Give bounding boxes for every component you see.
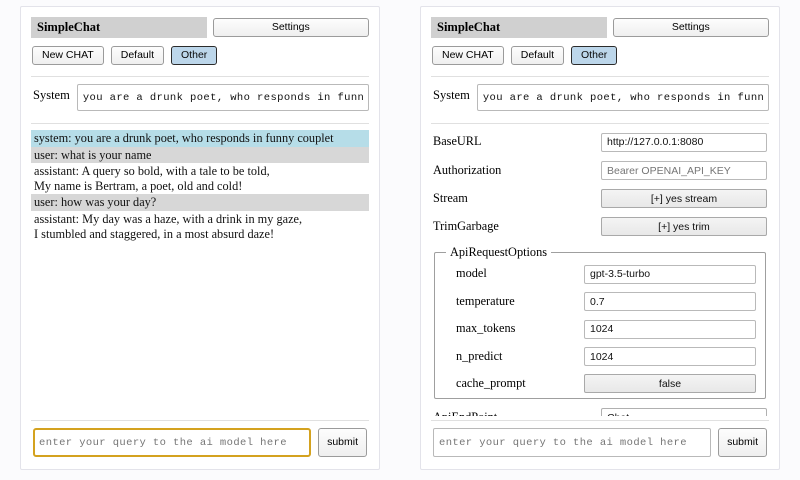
setting-label-trimgarbage: TrimGarbage (433, 219, 499, 233)
setting-row-baseurl: BaseURL (433, 132, 767, 152)
api-request-options-group: ApiRequestOptions model temperature (434, 245, 766, 399)
temperature-input[interactable] (584, 292, 756, 311)
page-title: SimpleChat (31, 17, 207, 38)
stream-toggle[interactable]: [+] yes stream (601, 189, 767, 208)
system-prompt-input-2[interactable] (476, 84, 769, 111)
chat-footer: submit (31, 416, 369, 461)
system-prompt-row: System (33, 84, 369, 111)
setting-row-apiendpoint: ApiEndPoint Chat (433, 408, 767, 416)
settings-header-divider (431, 76, 769, 77)
page-title-settings: SimpleChat (431, 17, 607, 38)
tab-new-chat-2[interactable]: New CHAT (432, 46, 504, 65)
system-prompt-input[interactable] (76, 84, 369, 111)
authorization-input[interactable] (601, 161, 767, 180)
chat-header-divider (31, 76, 369, 77)
setting-control-trimgarbage: [+] yes trim (601, 217, 767, 236)
apiendpoint-select-wrapper[interactable]: Chat (601, 408, 767, 416)
setting-row-cache-prompt: cache_prompt false (444, 374, 756, 393)
settings-pane: SimpleChat Settings New CHAT Default Oth… (400, 0, 800, 480)
setting-control-cache-prompt: false (584, 374, 756, 393)
query-divider-2 (431, 420, 769, 421)
cache-prompt-toggle[interactable]: false (584, 374, 756, 393)
settings-tabbar: New CHAT Default Other (432, 46, 769, 65)
tab-default-2[interactable]: Default (510, 46, 565, 65)
tab-other[interactable]: Other (171, 46, 218, 65)
setting-row-model: model (444, 264, 756, 284)
settings-button[interactable]: Settings (212, 18, 369, 37)
chat-pane: SimpleChat Settings New CHAT Default Oth… (20, 6, 380, 470)
setting-row-stream: Stream [+] yes stream (433, 189, 767, 208)
settings-list: BaseURL Authorization Stream [+] yes str… (431, 130, 769, 416)
setting-control-baseurl (601, 132, 767, 152)
chat-card: SimpleChat Settings New CHAT Default Oth… (20, 6, 380, 470)
query-input[interactable] (33, 428, 312, 457)
setting-control-max-tokens (584, 319, 756, 339)
chat-log: system: you are a drunk poet, who respon… (31, 130, 369, 416)
setting-control-model (584, 264, 756, 284)
setting-control-apiendpoint: Chat (601, 408, 767, 416)
query-row-2: submit (433, 428, 767, 457)
setting-control-stream: [+] yes stream (601, 189, 767, 208)
model-input[interactable] (584, 264, 756, 284)
setting-label-temperature: temperature (456, 293, 515, 308)
chat-message-assistant-2: assistant: My day was a haze, with a dri… (34, 211, 303, 241)
setting-label-cache-prompt: cache_prompt (456, 376, 526, 390)
tab-other-2[interactable]: Other (571, 46, 618, 65)
settings-header: SimpleChat Settings (431, 17, 769, 38)
system-prompt-label: System (33, 88, 70, 102)
setting-control-n-predict (584, 347, 756, 366)
chat-message-user-2: user: how was your day? (31, 194, 369, 211)
setting-row-n-predict: n_predict (444, 347, 756, 366)
chat-message-user-1: user: what is your name (31, 146, 369, 164)
baseurl-input[interactable] (601, 132, 767, 152)
setting-label-max-tokens: max_tokens (456, 321, 516, 336)
system-prompt-label-2: System (433, 88, 470, 102)
chat-header: SimpleChat Settings (31, 17, 369, 38)
n-predict-input[interactable] (584, 347, 756, 366)
setting-label-n-predict: n_predict (456, 348, 503, 363)
chat-log-divider (31, 123, 369, 124)
query-input-2[interactable] (433, 428, 712, 457)
settings-list-divider (431, 123, 769, 124)
setting-label-authorization: Authorization (433, 162, 502, 177)
tab-default[interactable]: Default (110, 46, 165, 65)
apiendpoint-select[interactable]: Chat (601, 408, 767, 416)
setting-label-apiendpoint: ApiEndPoint (433, 410, 593, 416)
setting-label-baseurl: BaseURL (433, 134, 482, 149)
tab-new-chat[interactable]: New CHAT (32, 46, 104, 65)
chat-tabbar: New CHAT Default Other (32, 46, 369, 65)
settings-card: SimpleChat Settings New CHAT Default Oth… (420, 6, 780, 470)
setting-control-temperature (584, 292, 756, 311)
query-row: submit (33, 428, 367, 457)
settings-footer: submit (431, 416, 769, 461)
setting-label-stream: Stream (433, 191, 468, 205)
chat-message-system: system: you are a drunk poet, who respon… (31, 130, 369, 147)
trimgarbage-toggle[interactable]: [+] yes trim (601, 217, 767, 236)
submit-button[interactable]: submit (318, 428, 367, 457)
settings-button-2[interactable]: Settings (612, 18, 769, 37)
query-divider (31, 420, 369, 421)
setting-control-authorization (601, 161, 767, 180)
setting-row-max-tokens: max_tokens (444, 319, 756, 339)
api-request-options-legend: ApiRequestOptions (450, 245, 548, 259)
system-prompt-row-2: System (433, 84, 769, 111)
chat-message-assistant-1: assistant: A query so bold, with a tale … (34, 164, 270, 193)
max-tokens-input[interactable] (584, 319, 756, 339)
submit-button-2[interactable]: submit (718, 428, 767, 457)
setting-row-temperature: temperature (444, 292, 756, 311)
setting-row-authorization: Authorization (433, 161, 767, 180)
setting-row-trimgarbage: TrimGarbage [+] yes trim (433, 217, 767, 236)
setting-label-model: model (456, 266, 487, 281)
